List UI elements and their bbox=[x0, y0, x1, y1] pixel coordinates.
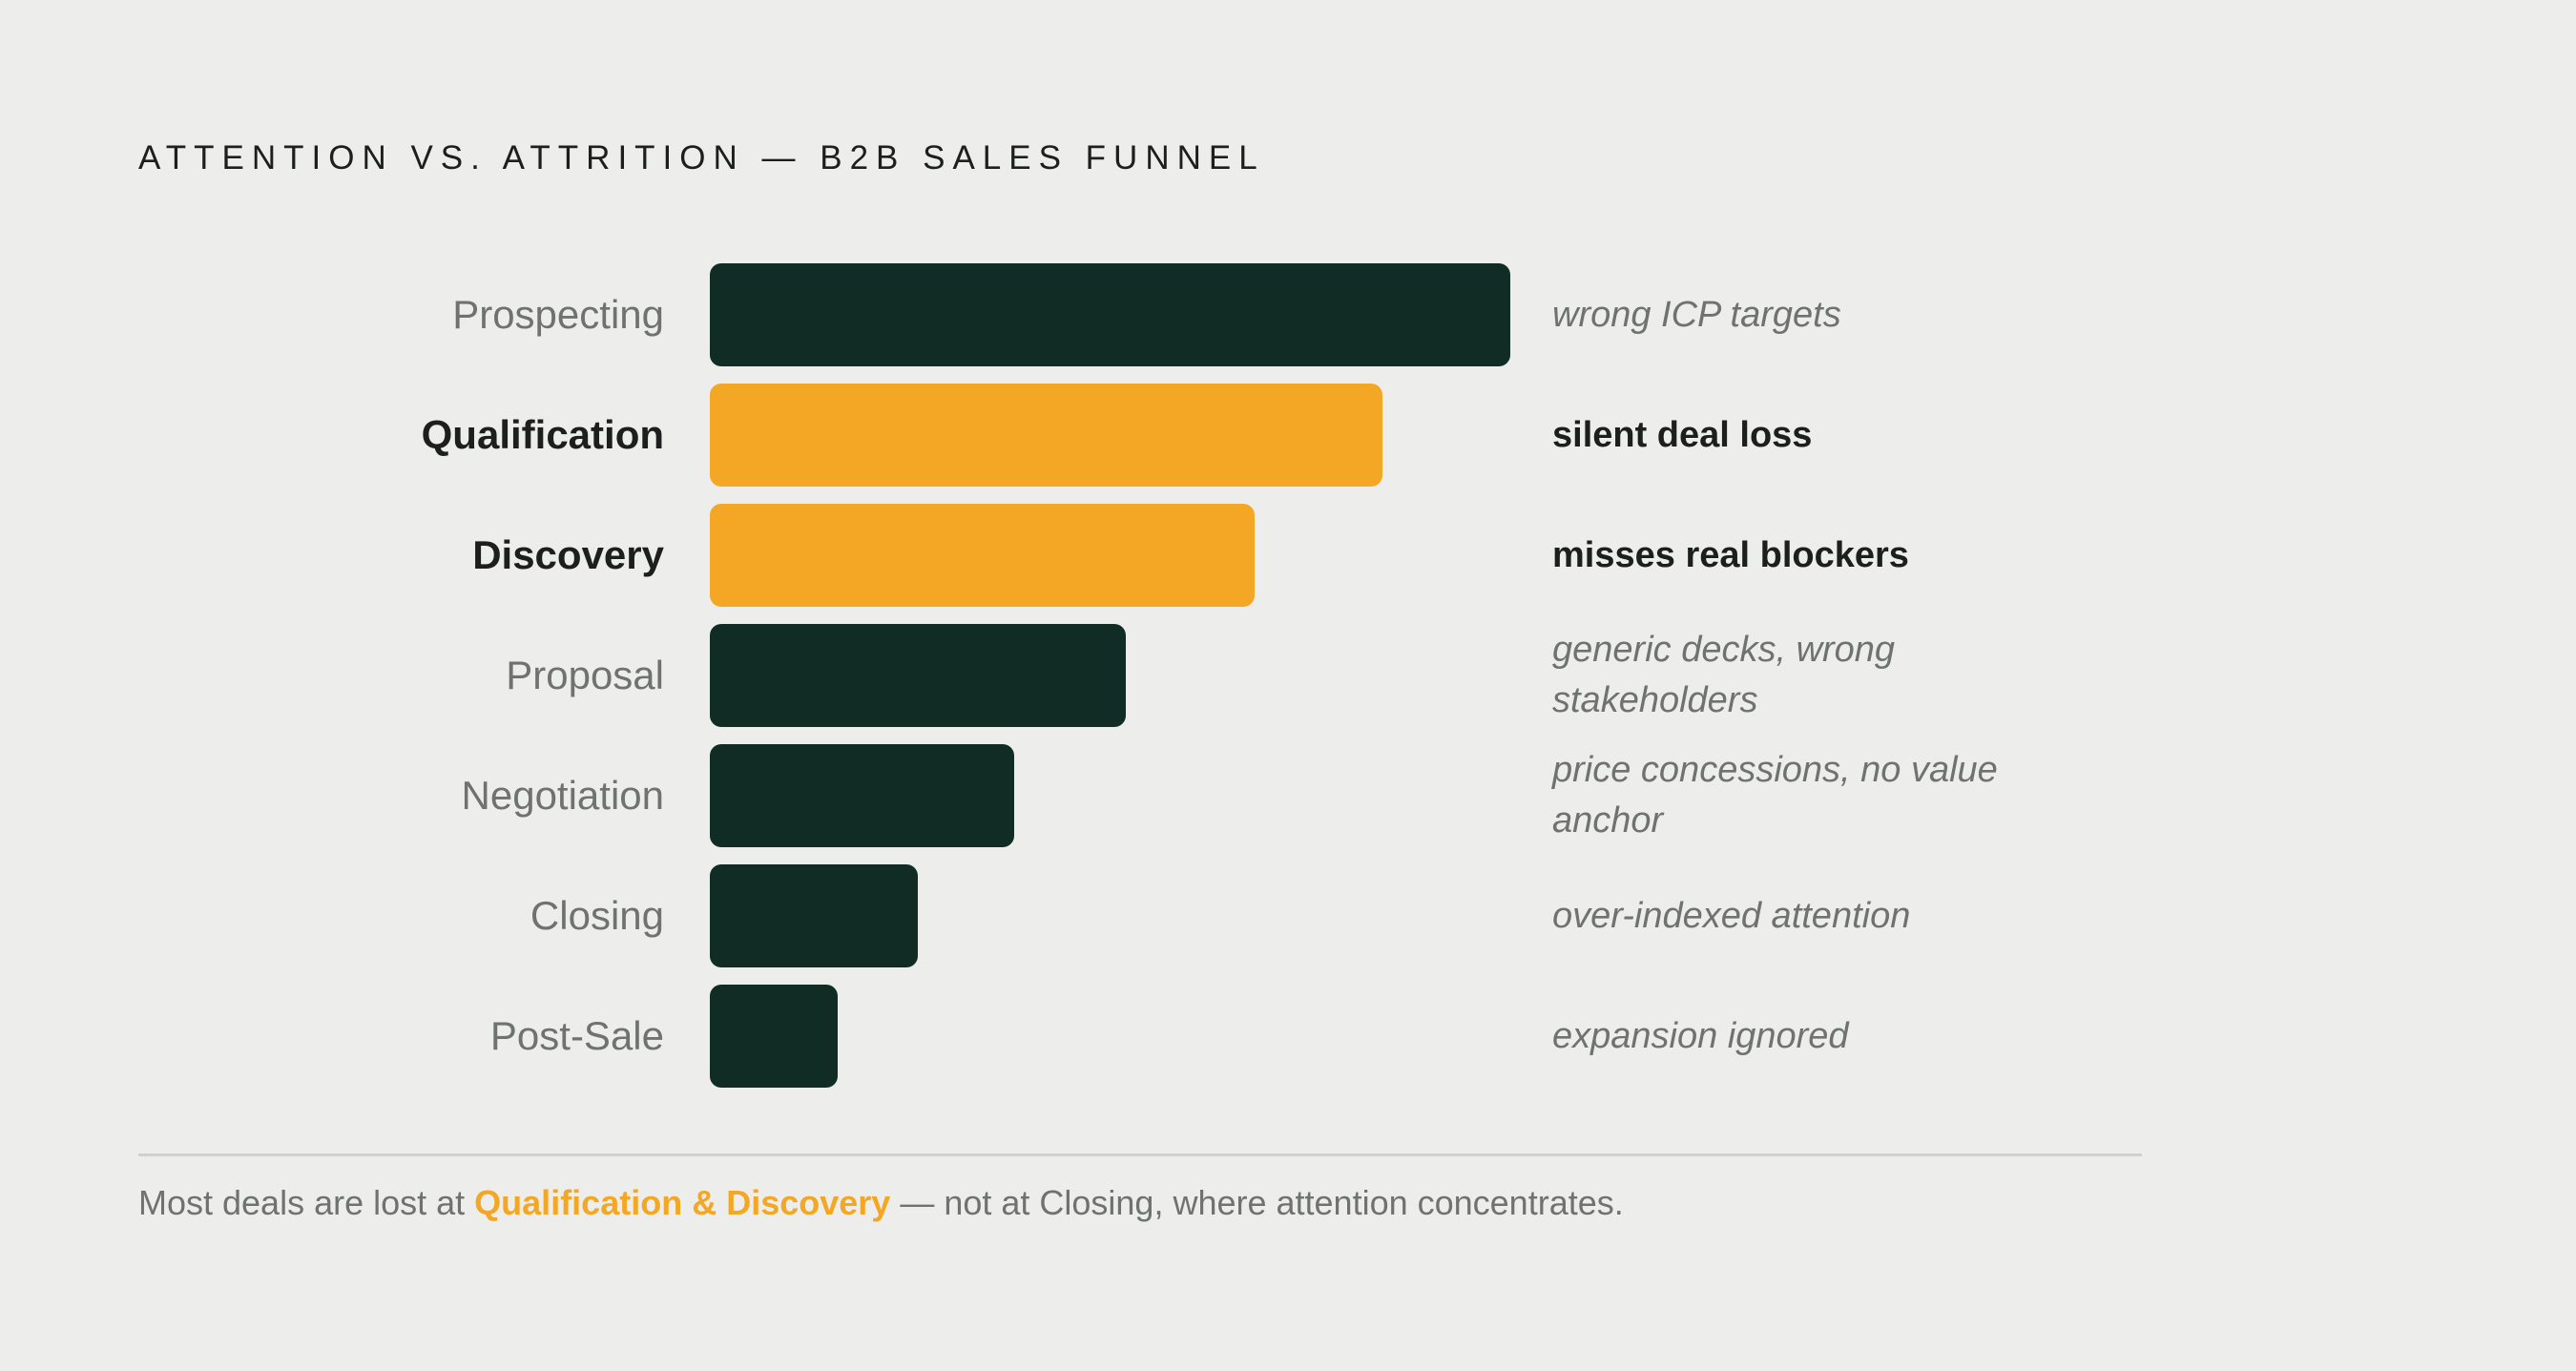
funnel-row: Negotiation price concessions, no value a… bbox=[0, 744, 2576, 847]
funnel-bar bbox=[710, 504, 1255, 607]
funnel-row: Discovery misses real blockers bbox=[0, 504, 2576, 607]
funnel-row: Post-Sale expansion ignored bbox=[0, 985, 2576, 1088]
funnel-bar bbox=[710, 263, 1510, 366]
funnel-bar bbox=[710, 744, 1014, 847]
stage-label: Negotiation bbox=[461, 773, 664, 818]
stage-annotation: over-indexed attention bbox=[1552, 895, 1911, 936]
funnel-row: Closing over-indexed attention bbox=[0, 864, 2576, 967]
footnote-prefix: Most deals are lost at bbox=[138, 1183, 475, 1222]
stage-annotation: wrong ICP targets bbox=[1552, 294, 1841, 335]
footnote: Most deals are lost at Qualification & D… bbox=[138, 1183, 1624, 1223]
footnote-highlight: Qualification & Discovery bbox=[474, 1183, 891, 1222]
stage-label: Prospecting bbox=[452, 292, 664, 337]
stage-label: Proposal bbox=[506, 653, 664, 697]
funnel-bar bbox=[710, 624, 1126, 727]
footnote-suffix: — not at Closing, where attention concen… bbox=[890, 1183, 1624, 1222]
divider bbox=[138, 1153, 2142, 1156]
stage-annotation: expansion ignored bbox=[1552, 1015, 1849, 1056]
funnel-bar bbox=[710, 864, 918, 967]
stage-annotation: misses real blockers bbox=[1552, 534, 1909, 575]
stage-annotation: generic decks, wrong stakeholders bbox=[1552, 630, 1896, 720]
funnel-row: Qualification silent deal loss bbox=[0, 384, 2576, 487]
stage-annotation: price concessions, no value anchor bbox=[1552, 750, 1998, 841]
funnel-bar bbox=[710, 985, 838, 1088]
funnel-bar bbox=[710, 384, 1382, 487]
stage-label: Qualification bbox=[421, 412, 664, 457]
stage-label: Post-Sale bbox=[489, 1013, 664, 1058]
stage-annotation: silent deal loss bbox=[1552, 414, 1813, 455]
funnel-row: Prospecting wrong ICP targets bbox=[0, 263, 2576, 366]
chart-title: ATTENTION VS. ATTRITION — B2B SALES FUNN… bbox=[138, 139, 1265, 177]
stage-label: Discovery bbox=[472, 532, 664, 577]
stage-label: Closing bbox=[530, 893, 664, 938]
funnel-row: Proposal generic decks, wrong stakeholder… bbox=[0, 624, 2576, 727]
